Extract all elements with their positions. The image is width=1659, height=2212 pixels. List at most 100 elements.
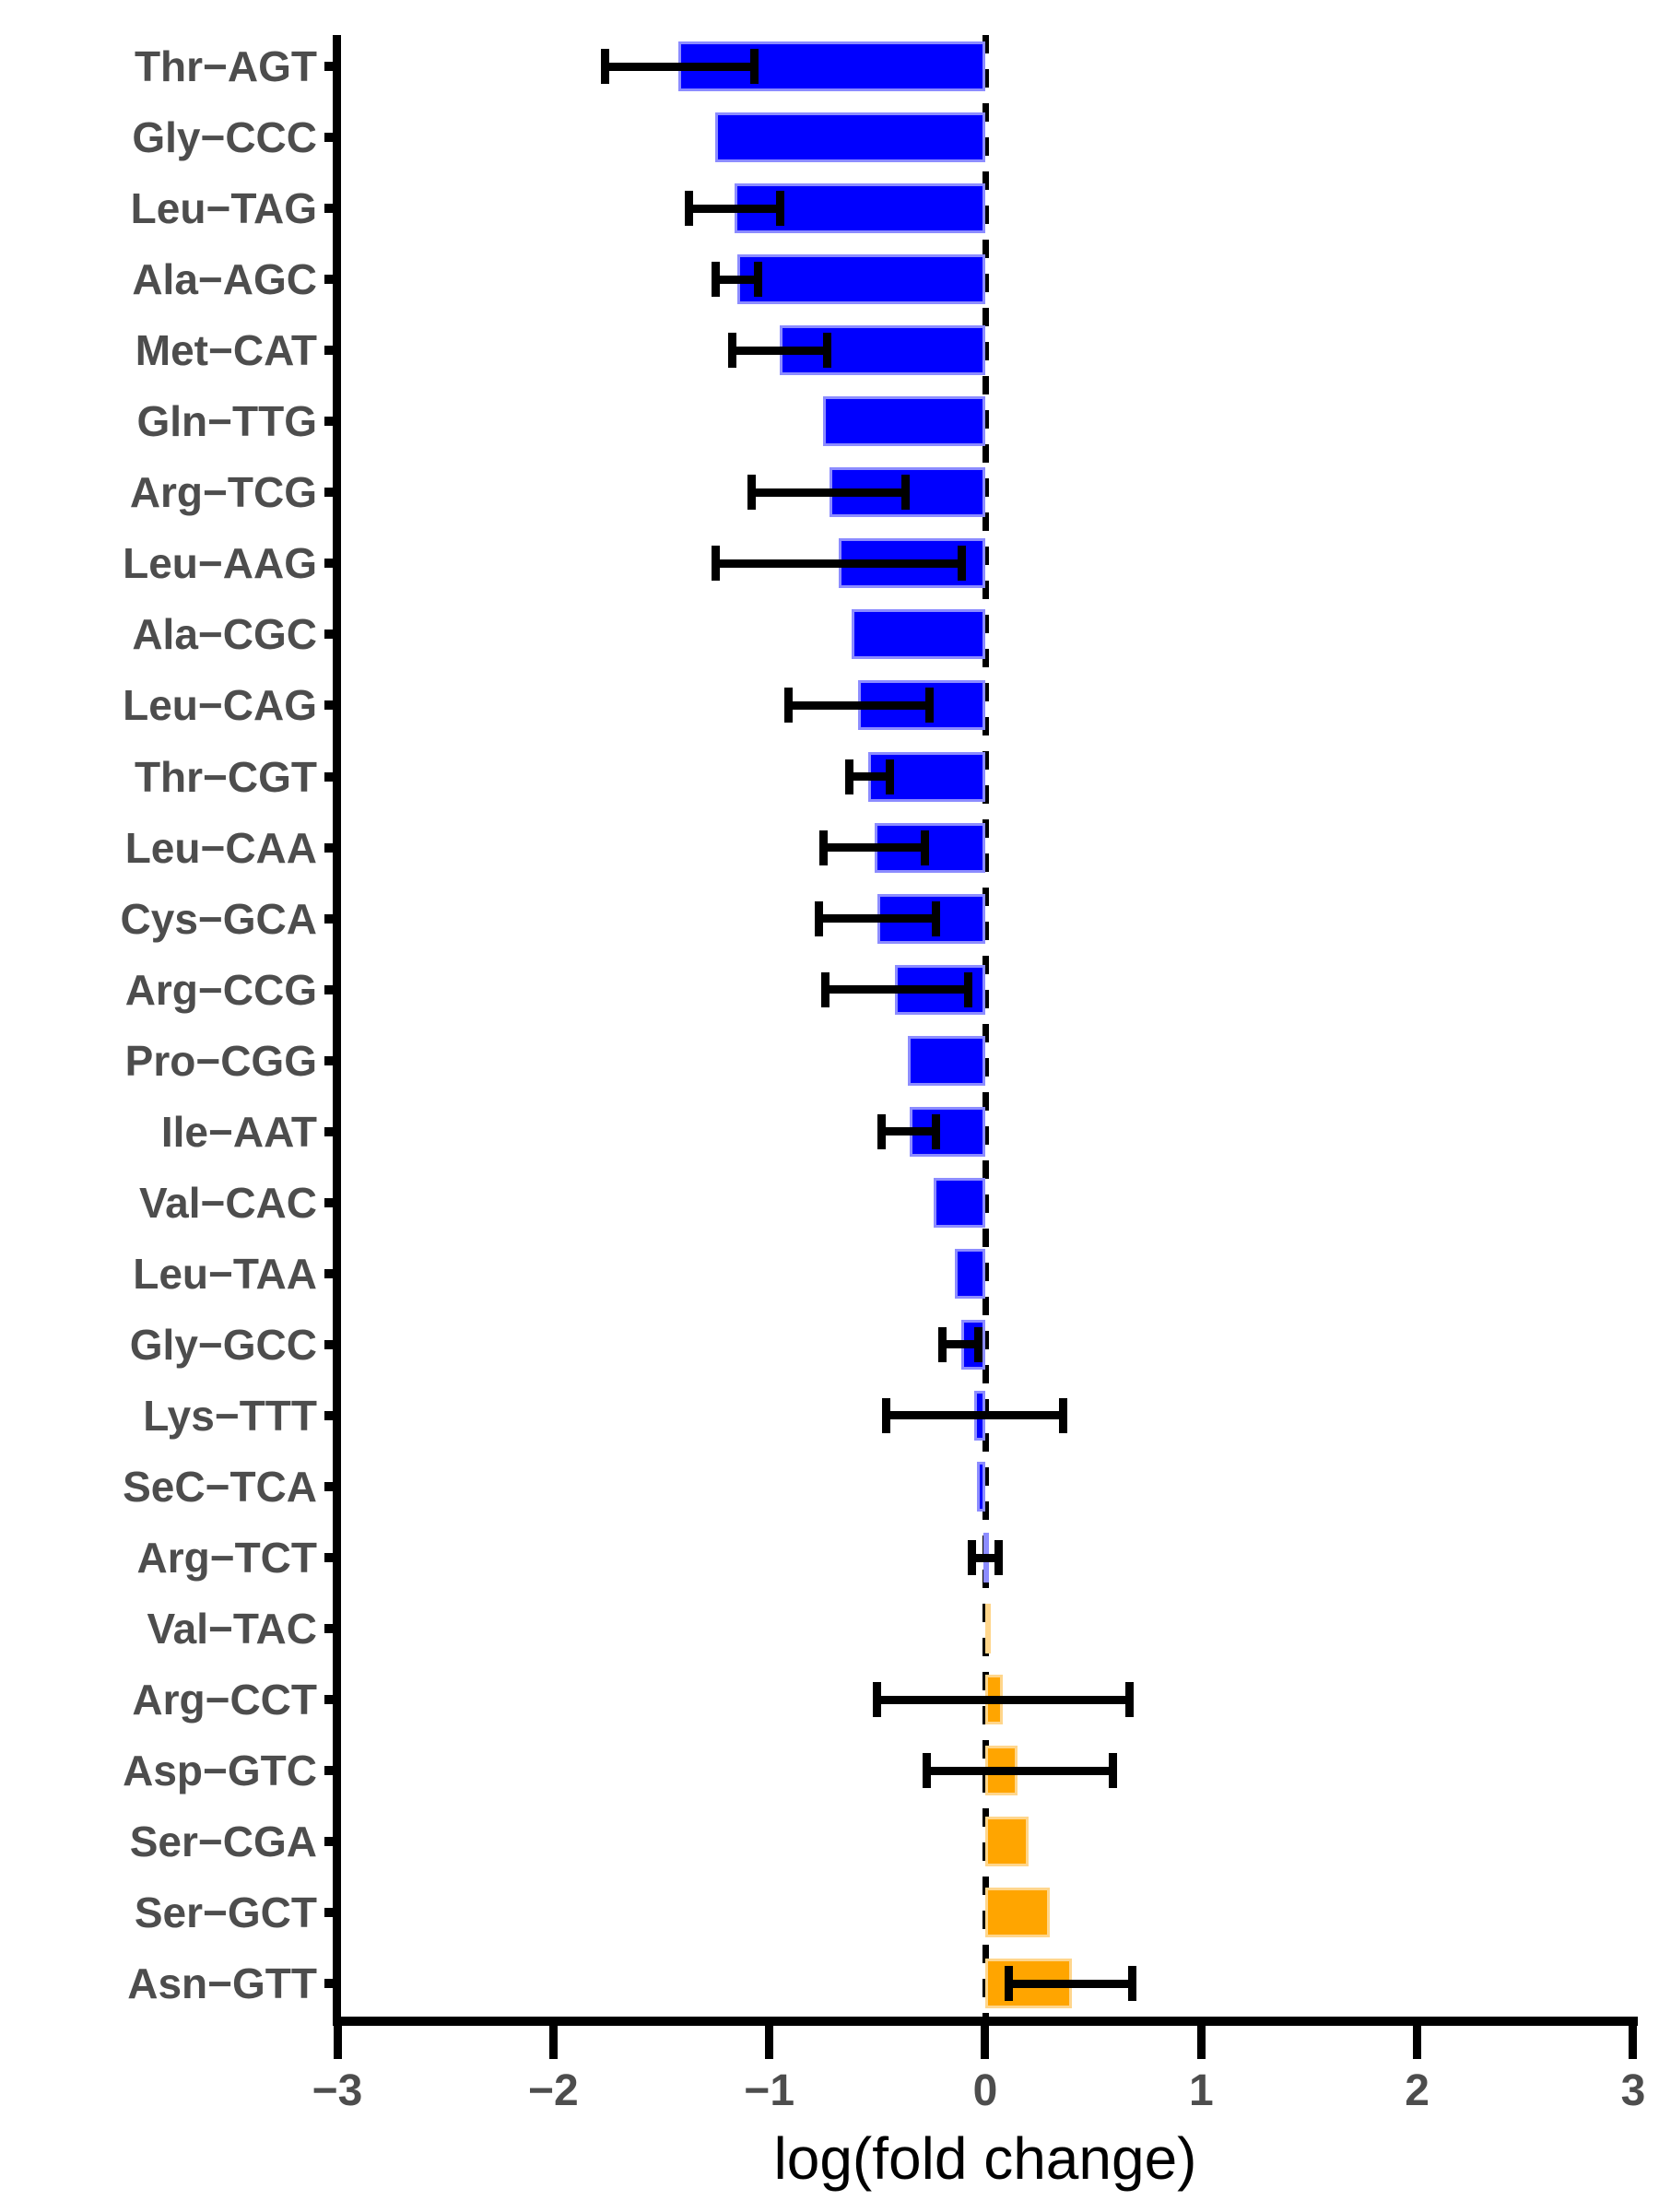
bar	[933, 1177, 985, 1228]
y-axis-tick	[324, 1908, 337, 1918]
error-bar-cap	[931, 1113, 940, 1149]
category-label: Lys−TTT	[143, 1391, 317, 1440]
error-bar-cap	[1108, 1753, 1117, 1789]
category-label: Ser−GCT	[134, 1888, 317, 1937]
error-bar-cap	[968, 1540, 977, 1576]
bar	[715, 112, 985, 163]
category-label: Pro−CGG	[124, 1036, 317, 1085]
x-tick-label: 1	[1188, 2066, 1214, 2115]
bar	[984, 1888, 1051, 1938]
error-bar-cap	[900, 475, 910, 511]
bar	[907, 1035, 985, 1086]
error-bar-cap	[924, 688, 934, 724]
y-axis-tick	[324, 1695, 337, 1705]
error-bar-cap	[994, 1540, 1003, 1576]
error-bar-line	[818, 914, 936, 924]
y-axis-tick	[324, 133, 337, 143]
x-axis-tick	[765, 2026, 774, 2059]
y-axis-tick	[324, 488, 337, 498]
category-label: Thr−AGT	[134, 42, 317, 90]
error-bar-cap	[601, 49, 610, 84]
y-axis-tick	[324, 1624, 337, 1634]
error-bar-cap	[775, 191, 784, 227]
y-axis-line	[333, 35, 341, 2026]
y-axis-tick	[324, 1410, 337, 1420]
error-bar-cap	[818, 830, 828, 865]
y-axis-tick	[324, 346, 337, 356]
x-tick-label: −1	[744, 2066, 795, 2115]
error-bar-cap	[728, 333, 737, 369]
error-bar-line	[971, 1553, 999, 1562]
category-label: Thr−CGT	[134, 752, 317, 801]
error-bar-line	[823, 843, 925, 853]
y-axis-tick	[324, 559, 337, 569]
category-label: Leu−CAA	[124, 823, 317, 872]
x-axis-tick	[981, 2026, 990, 2059]
y-axis-tick	[324, 1268, 337, 1278]
error-bar-cap	[815, 900, 824, 936]
category-label: Arg−TCG	[129, 468, 317, 517]
bar	[851, 609, 985, 660]
category-label: SeC−TCA	[123, 1463, 317, 1511]
category-label: Ala−CGC	[132, 610, 317, 659]
error-bar-cap	[877, 1113, 886, 1149]
error-bar-line	[849, 772, 890, 781]
bar	[823, 396, 985, 447]
error-bar-cap	[937, 1326, 947, 1362]
zero-reference-line	[982, 35, 989, 2017]
category-label: Arg−CCG	[124, 965, 317, 1014]
category-label: Asp−GTC	[123, 1747, 317, 1795]
error-bar-line	[688, 204, 781, 213]
error-bar-cap	[1058, 1397, 1067, 1433]
x-axis-tick	[1629, 2026, 1638, 2059]
error-bar-line	[751, 488, 906, 497]
y-axis-tick	[324, 984, 337, 994]
error-bar-cap	[881, 1397, 890, 1433]
category-label: Val−CAC	[138, 1178, 317, 1227]
y-axis-tick	[324, 1979, 337, 1989]
error-bar-cap	[974, 1326, 983, 1362]
x-axis-line	[333, 2017, 1638, 2026]
error-bar-line	[715, 559, 962, 568]
category-label: Cys−GCA	[120, 894, 317, 943]
x-axis-tick	[1413, 2026, 1422, 2059]
error-bar-cap	[844, 759, 853, 794]
bar	[955, 1248, 985, 1299]
x-axis-title: log(fold change)	[773, 2125, 1197, 2192]
category-label: Leu−AAG	[123, 539, 317, 588]
category-label: Ser−CGA	[129, 1818, 317, 1866]
error-bar-line	[732, 346, 828, 355]
y-axis-tick	[324, 771, 337, 782]
y-axis-tick	[324, 1197, 337, 1207]
category-label: Gln−TTG	[136, 397, 318, 446]
x-tick-label: 3	[1620, 2066, 1646, 2115]
error-bar-cap	[957, 546, 966, 582]
y-axis-tick	[324, 1126, 337, 1136]
category-label: Ala−AGC	[132, 255, 317, 304]
error-bar-line	[788, 700, 930, 710]
y-axis-tick	[324, 62, 337, 71]
x-tick-label: −3	[312, 2066, 363, 2115]
error-bar-line	[926, 1766, 1113, 1775]
y-axis-tick	[324, 913, 337, 924]
x-axis-tick	[548, 2026, 558, 2059]
error-bar-cap	[749, 49, 759, 84]
category-label: Arg−CCT	[132, 1676, 317, 1724]
x-axis-tick	[1196, 2026, 1206, 2059]
error-bar-cap	[923, 1753, 932, 1789]
error-bar-cap	[886, 759, 895, 794]
error-bar-cap	[873, 1682, 882, 1718]
error-bar-cap	[1127, 1966, 1136, 2002]
error-bar-cap	[754, 262, 763, 298]
category-label: Asn−GTT	[127, 1959, 317, 2008]
x-tick-label: 0	[972, 2066, 998, 2115]
y-axis-tick	[324, 1055, 337, 1065]
error-bar-cap	[963, 971, 972, 1007]
error-bar-cap	[821, 971, 830, 1007]
y-axis-tick	[324, 842, 337, 853]
error-bar-line	[877, 1695, 1130, 1704]
error-bar-cap	[1005, 1966, 1014, 2002]
error-bar-cap	[711, 546, 720, 582]
y-axis-tick	[324, 1766, 337, 1776]
